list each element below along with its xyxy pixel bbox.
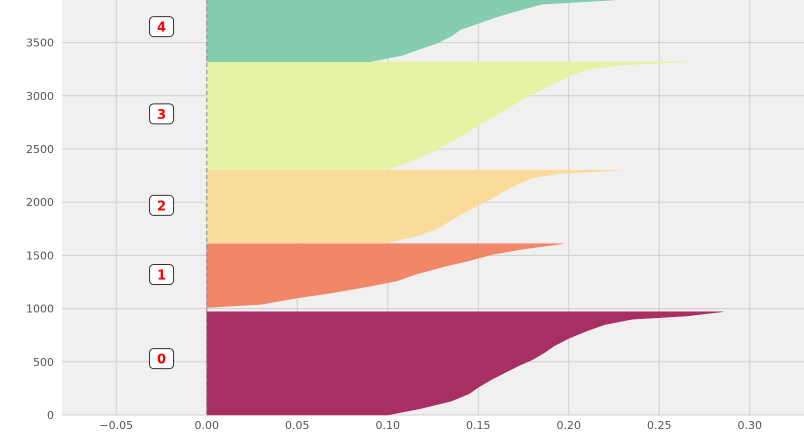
x-tick-label-7: 0.30 xyxy=(737,419,762,432)
y-tick-label-6: 3000 xyxy=(26,90,54,103)
x-tick-label-0: −0.05 xyxy=(99,419,133,432)
silhouette-areas xyxy=(206,0,723,416)
cluster-label-text-0: 0 xyxy=(157,353,166,368)
cluster-label-box-1 xyxy=(149,264,175,286)
x-tick-label-2: 0.05 xyxy=(285,419,310,432)
cluster-labels: 0 1 2 3 4 xyxy=(149,16,175,370)
x-tick-label-4: 0.15 xyxy=(466,419,491,432)
silhouette-area-cluster-0 xyxy=(206,311,723,416)
y-tick-label-0: 0 xyxy=(47,409,54,422)
y-axis-tick-labels: 0 500 1000 1500 2000 2500 3000 3500 xyxy=(26,37,54,422)
cluster-label-box-0 xyxy=(149,348,175,370)
cluster-label-box-3 xyxy=(149,103,175,125)
cluster-label-text-3: 3 xyxy=(157,108,166,123)
cluster-label-box-2 xyxy=(149,194,175,216)
x-axis-tick-labels: −0.05 0.00 0.05 0.10 0.15 0.20 0.25 0.30 xyxy=(99,419,762,432)
x-tick-label-6: 0.25 xyxy=(647,419,672,432)
cluster-label-text-4: 4 xyxy=(157,21,166,36)
y-tick-label-7: 3500 xyxy=(26,37,54,50)
cluster-label-1: 1 xyxy=(149,264,175,286)
cluster-label-text-2: 2 xyxy=(157,199,166,214)
cluster-label-text-1: 1 xyxy=(157,269,166,284)
cluster-label-3: 3 xyxy=(149,103,175,125)
silhouette-area-cluster-2 xyxy=(206,170,620,243)
silhouette-area-cluster-3 xyxy=(206,61,689,170)
cluster-label-4: 4 xyxy=(149,16,175,38)
cluster-label-0: 0 xyxy=(149,348,175,370)
cluster-label-box-4 xyxy=(149,16,175,38)
cluster-label-2: 2 xyxy=(149,194,175,216)
y-tick-label-2: 1000 xyxy=(26,303,54,316)
x-tick-label-3: 0.10 xyxy=(376,419,401,432)
y-tick-label-5: 2500 xyxy=(26,143,54,156)
y-tick-label-3: 1500 xyxy=(26,249,54,262)
silhouette-area-cluster-4 xyxy=(206,0,614,62)
x-tick-label-1: 0.00 xyxy=(195,419,220,432)
y-tick-label-1: 500 xyxy=(33,356,54,369)
x-tick-label-5: 0.20 xyxy=(556,419,581,432)
silhouette-area-cluster-1 xyxy=(206,243,564,308)
y-tick-label-4: 2000 xyxy=(26,196,54,209)
